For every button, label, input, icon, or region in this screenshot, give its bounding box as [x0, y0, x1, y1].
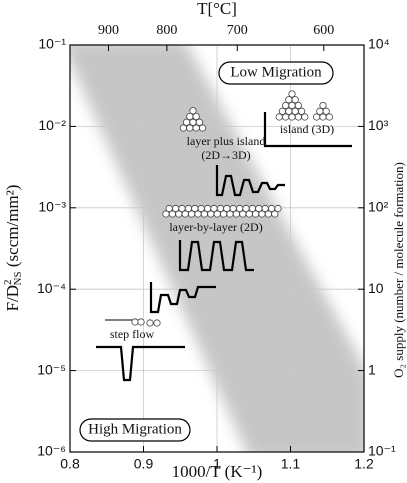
annotation: (2D→3D) — [201, 148, 250, 162]
atom — [325, 113, 333, 121]
atom — [189, 107, 197, 115]
x-tick-label: 1.1 — [281, 456, 301, 472]
y-tick-label: 10⁻² — [38, 117, 66, 133]
atom — [271, 210, 279, 218]
atom — [189, 118, 197, 126]
atom — [137, 318, 145, 326]
atom — [199, 124, 207, 132]
atom — [288, 113, 296, 121]
top-axis-label: T[°C] — [197, 0, 237, 18]
atom — [186, 124, 194, 132]
atom — [297, 107, 306, 115]
label-box — [79, 418, 191, 442]
atom — [131, 318, 139, 326]
atom — [229, 204, 237, 213]
y2-axis-label: O₂ supply (number / molecule formation) — [391, 162, 406, 378]
y-tick-label: 10⁻⁵ — [37, 361, 66, 377]
atom-schematics — [131, 90, 333, 327]
annotation: Low Migration — [230, 64, 322, 80]
atom — [322, 107, 330, 115]
atom — [192, 112, 200, 121]
atom — [255, 204, 263, 213]
label-box — [218, 61, 334, 85]
x2-tick-label: 900 — [98, 23, 119, 38]
annotation: island (3D) — [280, 122, 334, 136]
atom — [186, 112, 194, 121]
atom — [301, 113, 309, 121]
atom — [178, 204, 186, 213]
atom — [285, 107, 293, 115]
atom — [191, 204, 199, 213]
atom — [192, 124, 200, 132]
atom — [319, 101, 327, 110]
y-tick-label: 10⁻⁶ — [37, 443, 66, 459]
step-wave — [96, 345, 185, 382]
atom — [288, 90, 296, 98]
atom — [278, 107, 286, 115]
atom — [288, 101, 296, 110]
y2-tick-label: 1 — [368, 361, 376, 377]
lpi-wave — [215, 165, 285, 197]
atom — [248, 204, 256, 213]
atom — [294, 101, 302, 110]
y2-tick-label: 10³ — [368, 117, 389, 133]
atom — [184, 204, 192, 213]
x-tick-label: 0.9 — [134, 456, 154, 472]
atom — [153, 319, 161, 327]
x-tick-label: 1 — [213, 456, 221, 472]
atom — [261, 204, 269, 213]
x2-tick-label: 800 — [156, 23, 177, 38]
y-axis-label: F/D2NS (sccm/mm²) — [2, 185, 24, 312]
x-axis-label: 1000/T (K⁻¹) — [172, 462, 263, 481]
y-tick-label: 10⁻³ — [38, 199, 66, 215]
atom — [204, 204, 212, 213]
atom — [312, 113, 321, 121]
x-tick-label: 1.2 — [354, 456, 374, 472]
y2-tick-label: 10² — [368, 199, 389, 215]
atom — [242, 204, 250, 213]
atom — [316, 107, 324, 115]
atom — [319, 113, 327, 121]
island-wave — [263, 112, 352, 148]
annotation: layer plus island — [187, 134, 266, 148]
atom — [216, 204, 224, 213]
annotation: layer-by-layer (2D) — [169, 220, 262, 234]
atom — [281, 101, 290, 110]
atom — [183, 118, 191, 126]
lbl-wave — [178, 240, 254, 272]
atom — [165, 204, 173, 213]
y2-tick-label: 10 — [368, 280, 384, 296]
atom — [172, 204, 180, 213]
annotation: High Migration — [88, 421, 182, 437]
atom — [291, 96, 299, 104]
x2-tick-label: 700 — [227, 23, 248, 38]
atom — [275, 113, 283, 121]
atom — [236, 204, 244, 213]
mixed-wave — [149, 282, 216, 314]
x-tick-label: 0.8 — [60, 456, 80, 472]
annotation: step flow — [110, 327, 155, 341]
atom — [294, 113, 302, 121]
atom — [291, 107, 299, 115]
y2-tick-label: 10⁴ — [368, 36, 390, 52]
atom — [267, 204, 276, 213]
atom — [281, 113, 290, 121]
atom — [197, 204, 205, 213]
atom — [274, 204, 282, 213]
atom — [146, 319, 154, 327]
atom — [285, 96, 293, 104]
x2-tick-label: 600 — [313, 23, 334, 38]
y-tick-label: 10⁻¹ — [38, 36, 66, 52]
y-tick-label: 10⁻⁴ — [37, 280, 66, 296]
atom — [210, 204, 218, 213]
atom — [195, 118, 203, 126]
y2-tick-label: 10⁻¹ — [368, 443, 396, 459]
atom — [179, 124, 187, 132]
atom — [223, 204, 231, 213]
